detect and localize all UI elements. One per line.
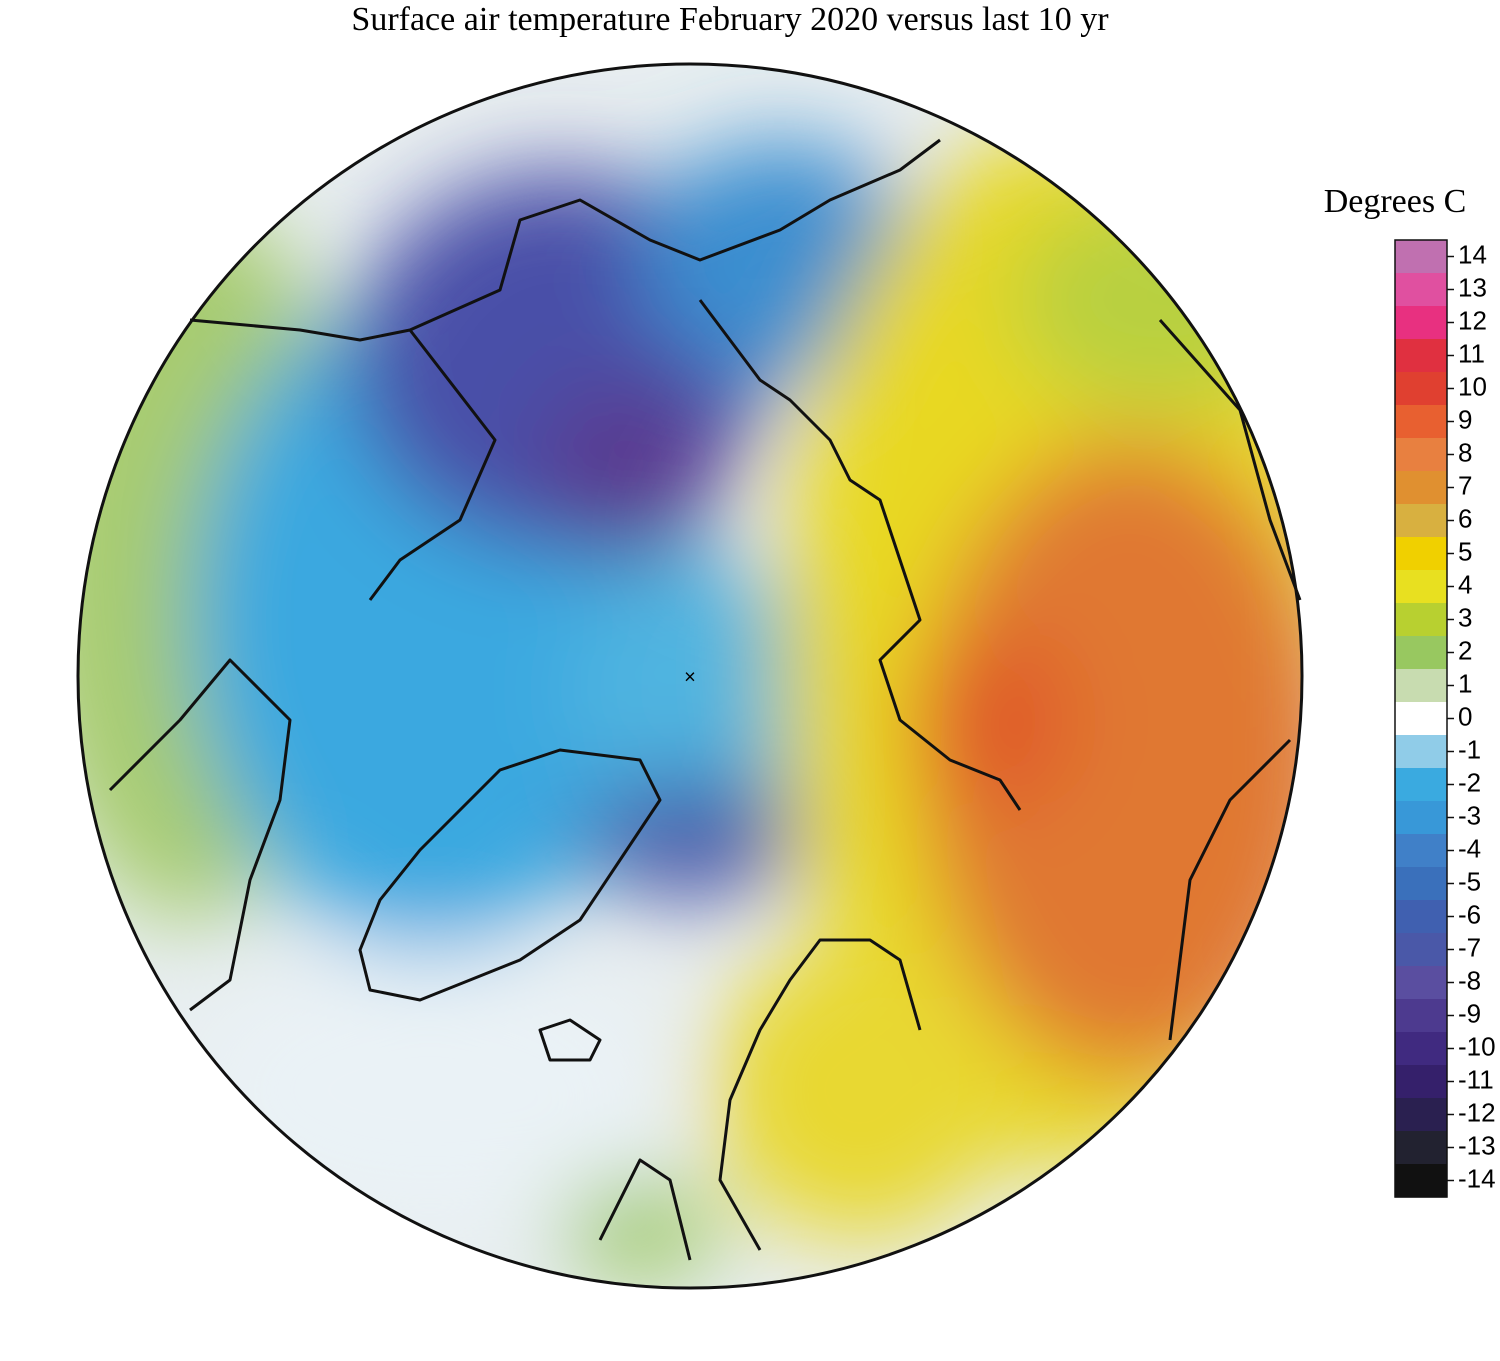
colorbar-swatch: [1395, 900, 1447, 934]
colorbar-tick-label: -12: [1458, 1097, 1496, 1127]
colorbar-swatch: [1395, 801, 1447, 835]
colorbar-swatch: [1395, 1065, 1447, 1099]
colorbar-swatch: [1395, 702, 1447, 736]
map-border: [76, 62, 1304, 1290]
colorbar-swatch: [1395, 372, 1447, 406]
colorbar-tick-label: 11: [1458, 338, 1485, 368]
temperature-field: [78, 64, 1302, 1288]
colorbar-frame: [1394, 239, 1448, 1198]
colorbar-tick-label: -2: [1458, 767, 1481, 797]
colorbar-swatch: [1395, 240, 1447, 274]
colorbar-swatch: [1395, 471, 1447, 505]
colorbar-swatch: [1395, 1164, 1447, 1198]
colorbar-tick-label: 1: [1458, 668, 1472, 698]
colorbar-tick-label: -14: [1458, 1163, 1496, 1193]
colorbar-swatch: [1395, 768, 1447, 802]
colorbar-swatch: [1395, 405, 1447, 439]
map-title: Surface air temperature February 2020 ve…: [351, 1, 1109, 38]
colorbar-tick-label: -3: [1458, 800, 1481, 830]
colorbar-tick-label: -8: [1458, 965, 1481, 995]
colorbar-tick-label: -11: [1458, 1064, 1494, 1094]
colorbar-swatch: [1395, 306, 1447, 340]
colorbar-tick-label: 0: [1458, 701, 1472, 731]
colorbar-tick-label: -6: [1458, 899, 1481, 929]
colorbar-tick-label: 9: [1458, 404, 1472, 434]
colorbar-tick-label: 2: [1458, 635, 1472, 665]
colorbar-tick-label: 7: [1458, 470, 1472, 500]
colorbar-tick-label: -7: [1458, 932, 1481, 962]
colorbar-tick-label: -4: [1458, 833, 1481, 863]
colorbar-swatch: [1395, 1098, 1447, 1132]
colorbar-tick-label: -10: [1458, 1031, 1496, 1061]
colorbar-tick-label: -13: [1458, 1130, 1496, 1160]
colorbar-swatch: [1395, 1131, 1447, 1165]
colorbar-tick-label: 3: [1458, 602, 1472, 632]
colorbar-swatch: [1395, 933, 1447, 967]
colorbar-swatch: [1395, 636, 1447, 670]
colorbar-swatch: [1395, 504, 1447, 538]
colorbar-swatch: [1395, 273, 1447, 307]
colorbar-swatch: [1395, 1032, 1447, 1066]
colorbar: 14131211109876543210-1-2-3-4-5-6-7-8-9-1…: [1395, 239, 1496, 1198]
colorbar-swatch: [1395, 339, 1447, 373]
colorbar-swatch: [1395, 867, 1447, 901]
colorbar-tick-label: -9: [1458, 998, 1481, 1028]
colorbar-tick-label: 8: [1458, 437, 1472, 467]
colorbar-swatch: [1395, 735, 1447, 769]
colorbar-tick-label: 13: [1458, 272, 1487, 302]
colorbar-tick-label: 5: [1458, 536, 1472, 566]
svg-text:×: ×: [684, 666, 696, 688]
colorbar-tick-label: 14: [1458, 239, 1487, 269]
colorbar-tick-label: 12: [1458, 305, 1487, 335]
colorbar-tick-label: 6: [1458, 503, 1472, 533]
colorbar-swatch: [1395, 438, 1447, 472]
colorbar-tick-label: -1: [1458, 734, 1481, 764]
colorbar-swatch: [1395, 966, 1447, 1000]
colorbar-tick-label: -5: [1458, 866, 1481, 896]
colorbar-swatch: [1395, 999, 1447, 1033]
colorbar-swatch: [1395, 603, 1447, 637]
colorbar-label: Degrees C: [1324, 183, 1467, 220]
coastlines: ×: [108, 138, 1302, 1261]
colorbar-swatch: [1395, 570, 1447, 604]
colorbar-tick-label: 4: [1458, 569, 1472, 599]
colorbar-swatch: [1395, 669, 1447, 703]
colorbar-swatch: [1395, 537, 1447, 571]
colorbar-tick-label: 10: [1458, 371, 1487, 401]
colorbar-swatch: [1395, 834, 1447, 868]
